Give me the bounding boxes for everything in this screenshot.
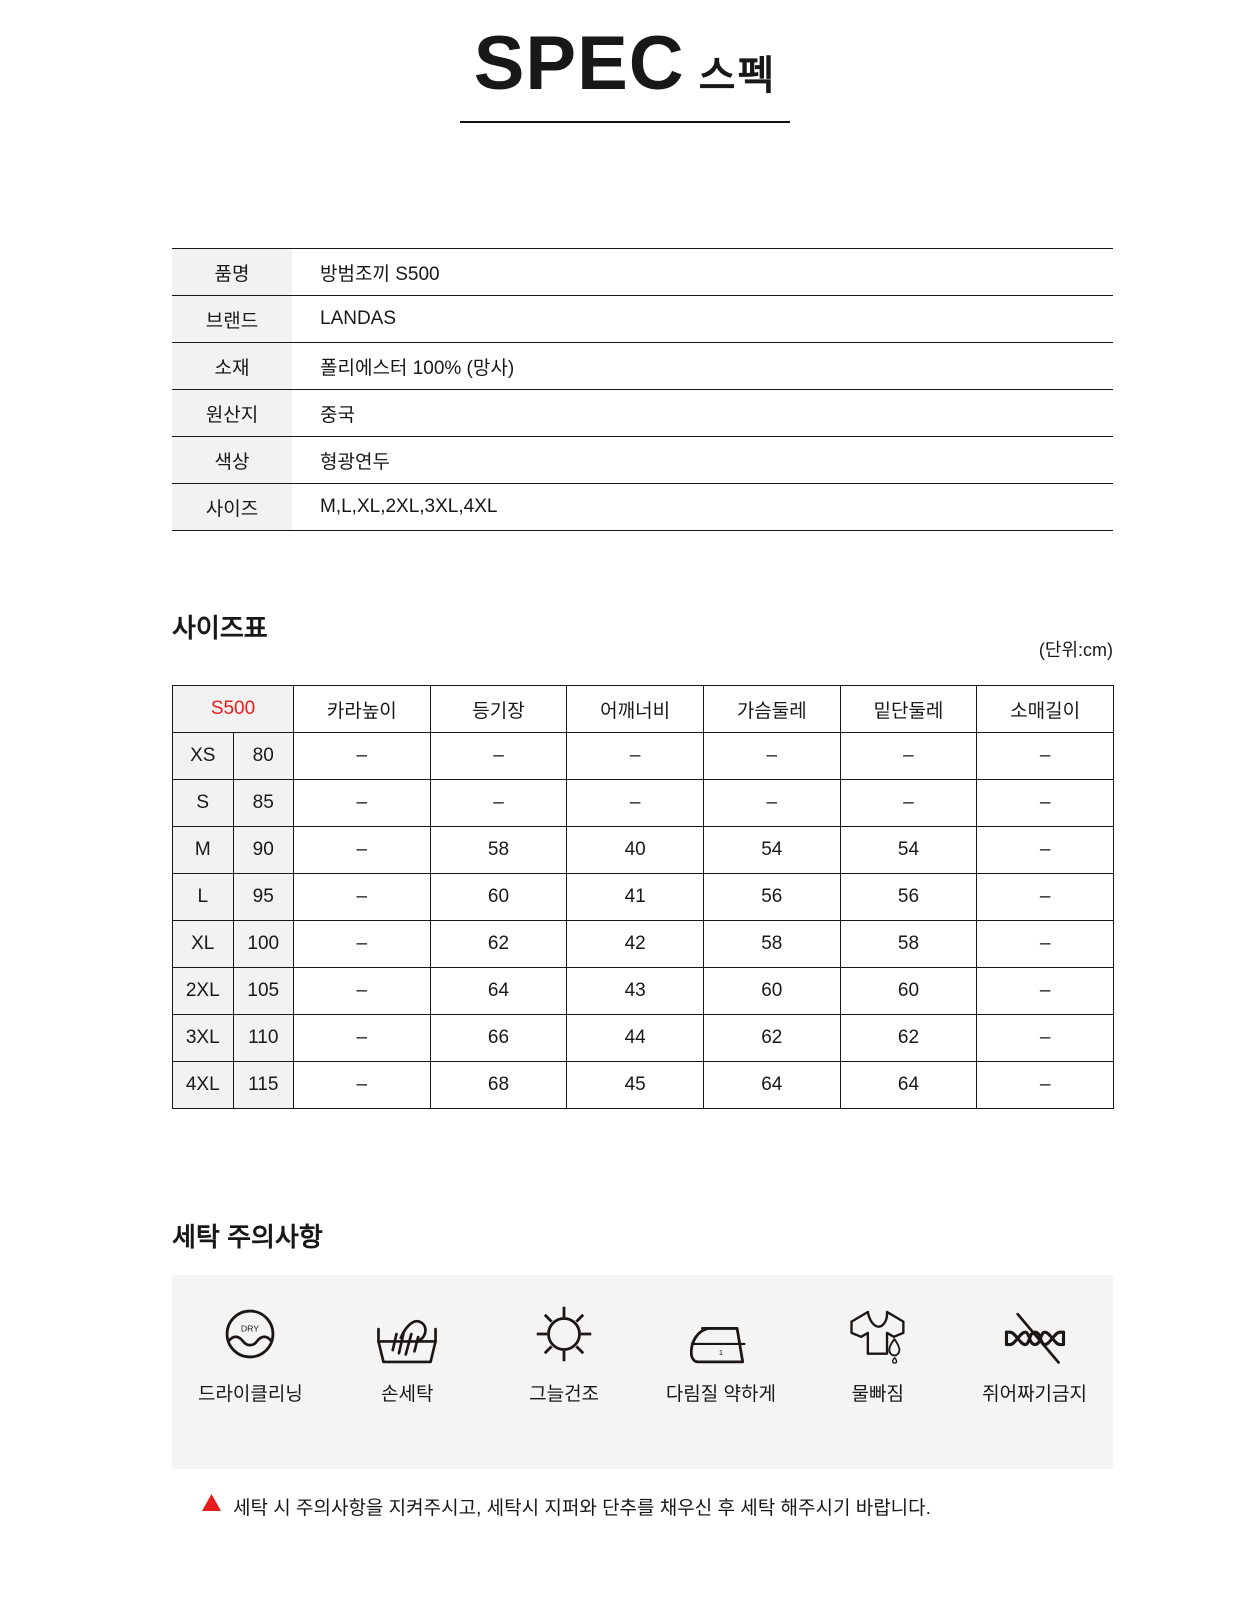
- svg-text:1: 1: [719, 1348, 723, 1357]
- svg-text:DRY: DRY: [241, 1324, 259, 1334]
